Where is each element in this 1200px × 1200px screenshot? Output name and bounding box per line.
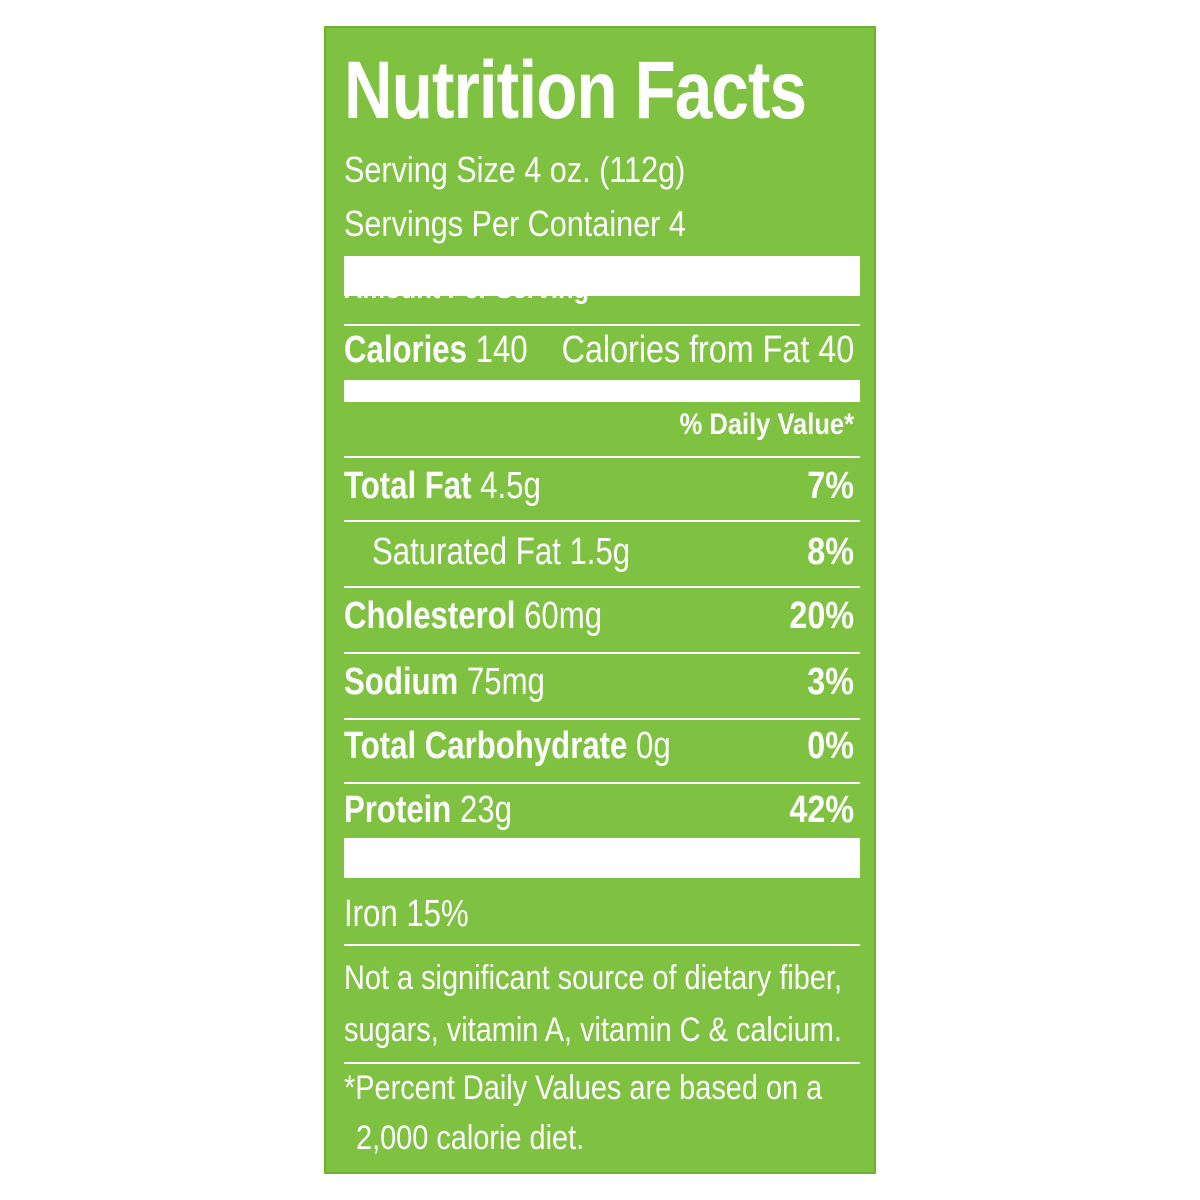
not-significant-note-line-2: sugars, vitamin A, vitamin C & calcium. (344, 1011, 842, 1049)
not-significant-note-line-1: Not a significant source of dietary fibe… (344, 959, 842, 997)
daily-value-footnote-line-1: *Percent Daily Values are based on a (344, 1069, 823, 1107)
amount-per-serving: Amount Per Serving (344, 272, 590, 305)
divider-line (344, 652, 860, 654)
daily-value-footnote-line-2: 2,000 calorie diet. (356, 1119, 585, 1157)
divider-line (344, 324, 860, 326)
nutrition-facts-label: Nutrition Facts Serving Size 4 oz. (112g… (324, 26, 876, 1174)
daily-value-header: % Daily Value* (679, 408, 854, 441)
divider-line (344, 456, 860, 458)
divider-line (344, 782, 860, 784)
divider-line (344, 520, 860, 522)
calories-from-fat: Calories from Fat 40 (561, 329, 854, 371)
label-title: Nutrition Facts (344, 45, 807, 136)
calories-label: Calories (344, 329, 467, 371)
calories-value: 140 (466, 329, 528, 371)
thick-divider-bottom (344, 838, 860, 878)
serving-size: Serving Size 4 oz. (112g) (344, 149, 686, 190)
divider-line (344, 718, 860, 720)
medium-divider (344, 380, 860, 402)
servings-per-container: Servings Per Container 4 (344, 203, 686, 244)
calories: Calories 140 (344, 328, 528, 372)
divider-line (344, 586, 860, 588)
thick-divider-top (344, 256, 860, 296)
divider-line (344, 1062, 860, 1064)
divider-line (344, 944, 860, 946)
